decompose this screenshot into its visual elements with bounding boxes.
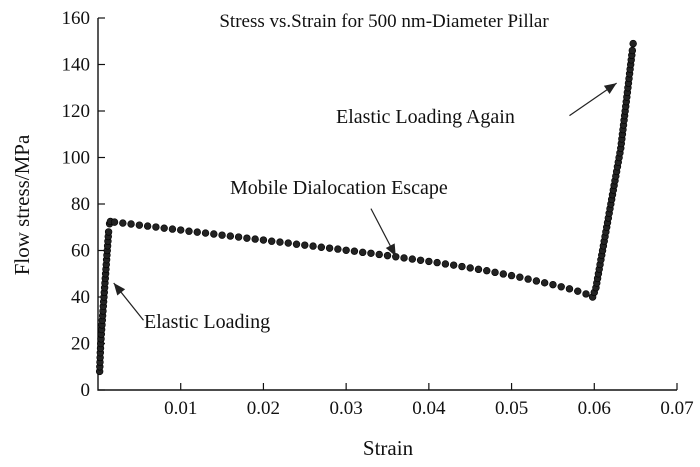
y-axis-label: Flow stress/MPa (10, 134, 34, 275)
x-tick-label: 0.01 (164, 398, 197, 419)
data-point (574, 287, 582, 295)
data-point (375, 250, 383, 259)
annotation-arrowhead (385, 243, 396, 257)
data-point (449, 261, 458, 269)
data-point (549, 280, 557, 289)
data-point (210, 230, 218, 238)
x-axis-label: Strain (363, 436, 414, 460)
data-point (301, 241, 309, 249)
data-point (119, 219, 127, 227)
data-point (557, 283, 565, 291)
data-point (218, 231, 226, 239)
y-tick-label: 120 (62, 101, 91, 122)
data-point (160, 224, 168, 232)
data-point (400, 254, 408, 262)
data-point (350, 247, 359, 255)
data-point (367, 249, 375, 257)
data-point (127, 220, 135, 228)
data-point (524, 275, 532, 283)
data-point (441, 260, 450, 268)
data-points (95, 39, 637, 376)
data-point (507, 271, 516, 280)
data-point (342, 246, 350, 254)
annotations: Elastic Loading Mobile Dialocation Escape… (113, 82, 617, 333)
data-point (474, 265, 483, 274)
data-point (226, 232, 235, 240)
data-point (259, 236, 268, 244)
data-point (383, 251, 392, 260)
data-point (104, 228, 113, 236)
data-point (491, 268, 499, 277)
x-tick-label: 0.06 (578, 398, 611, 419)
data-point (177, 226, 185, 234)
data-point (143, 222, 152, 230)
data-point (110, 218, 119, 226)
x-tick-label: 0.02 (247, 398, 280, 419)
data-point (532, 277, 541, 285)
data-point (309, 242, 317, 250)
data-point (201, 229, 210, 237)
y-axis-ticks: 0 20 40 60 80 100 120 140 160 (62, 8, 105, 401)
y-tick-label: 60 (71, 241, 90, 262)
data-point (243, 234, 251, 242)
data-point (193, 228, 201, 236)
annotation-arrowhead (113, 283, 126, 296)
chart-title: Stress vs.Strain for 500 nm-Diameter Pil… (219, 11, 549, 32)
data-point (629, 39, 637, 48)
x-axis-ticks: 0.01 0.02 0.03 0.04 0.05 0.06 0.07 (164, 383, 694, 419)
annotation-arrowhead (603, 83, 617, 95)
data-point (582, 290, 590, 298)
data-point (234, 233, 243, 241)
y-tick-label: 40 (71, 287, 90, 308)
data-point (516, 273, 524, 281)
data-point (466, 264, 474, 272)
data-point (251, 235, 259, 243)
data-point (284, 239, 292, 247)
data-point (499, 270, 507, 278)
data-point (292, 240, 301, 248)
data-point (152, 223, 160, 231)
data-point (392, 253, 400, 261)
data-point (408, 255, 417, 263)
y-tick-label: 100 (62, 148, 91, 169)
data-point (458, 262, 466, 271)
data-point (628, 46, 637, 55)
data-point (185, 227, 193, 235)
data-point (358, 248, 367, 257)
data-point (276, 238, 284, 246)
data-point (416, 256, 425, 264)
y-tick-label: 80 (71, 194, 90, 215)
data-point (135, 221, 144, 229)
data-point (317, 243, 326, 251)
data-point (325, 244, 334, 252)
x-tick-label: 0.04 (412, 398, 446, 419)
x-tick-label: 0.07 (660, 398, 693, 419)
annotation-label: Elastic Loading Again (336, 106, 515, 128)
data-point (565, 285, 574, 293)
data-point (483, 267, 491, 275)
x-tick-label: 0.05 (495, 398, 528, 419)
data-point (540, 279, 549, 287)
annotation-label: Elastic Loading (144, 311, 270, 333)
data-point (433, 258, 441, 267)
plot-frame (97, 18, 677, 391)
y-tick-label: 160 (62, 8, 91, 29)
axes (97, 18, 677, 391)
data-point (425, 257, 433, 266)
y-tick-label: 0 (81, 380, 91, 401)
y-tick-label: 140 (62, 55, 91, 76)
x-tick-label: 0.03 (330, 398, 363, 419)
annotation-label: Mobile Dialocation Escape (230, 177, 448, 199)
data-point (334, 245, 342, 253)
y-tick-label: 20 (71, 334, 90, 355)
data-point (168, 225, 177, 233)
data-point (268, 237, 276, 245)
